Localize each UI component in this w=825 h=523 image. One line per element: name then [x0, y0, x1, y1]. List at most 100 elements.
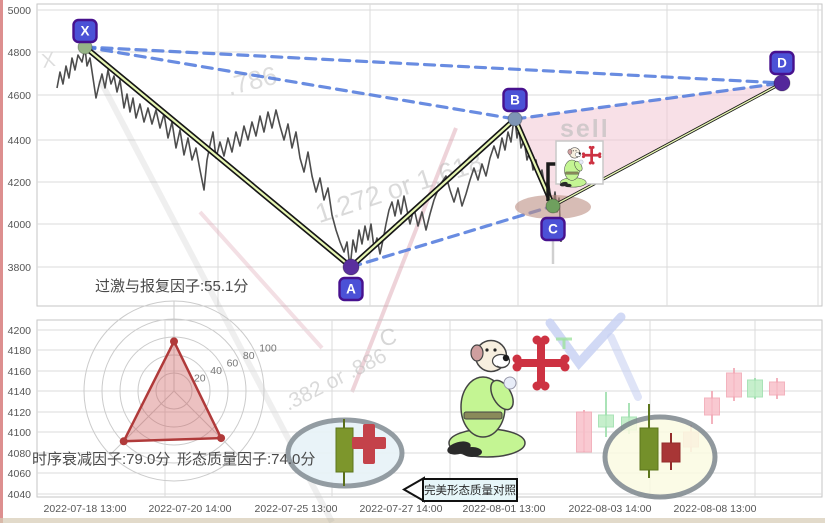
dashed-line-XD [83, 45, 784, 85]
dashed-line-AC [349, 204, 555, 269]
candle [661, 442, 681, 463]
watermark-checkmark-icon [545, 312, 626, 371]
pattern-dot-D [773, 74, 791, 92]
factor-overreaction-text: 过激与报复因子:55.1分 [95, 277, 248, 295]
candle [747, 379, 763, 398]
factor-shape-quality-text: 形态质量因子:74.0分 [177, 451, 315, 468]
factor-time-decay-text: 时序衰减因子:79.0分 [32, 451, 170, 468]
y-tick-label: 4180 [8, 345, 32, 357]
radar-vertex-dot [170, 337, 178, 346]
radar-vertex-dot [217, 434, 226, 443]
pattern-label-B: B [510, 93, 520, 108]
pattern-label-box-X[interactable] [72, 18, 98, 44]
candle [576, 411, 592, 453]
y-tick-label: 4600 [8, 90, 32, 102]
y-tick-label: 4200 [8, 177, 32, 189]
watermark-check-tail [607, 333, 642, 401]
price-line [56, 47, 562, 269]
perfect-pattern-banner[interactable]: 完美形态质量对照 [401, 476, 518, 503]
candle [639, 427, 659, 471]
watermark-x-letter: X [40, 49, 57, 73]
radar-ring-label: 80 [243, 350, 255, 362]
pattern-dot-A [342, 258, 360, 276]
price-series [56, 47, 562, 269]
watermark-c-letter: C [377, 322, 400, 351]
dashed-line-XB [83, 45, 517, 121]
y-tick-label: 4400 [8, 135, 32, 147]
pattern-leg-core-AB [349, 117, 517, 269]
watermark-line-pink [198, 210, 324, 350]
pattern-label-box-C[interactable] [540, 216, 566, 242]
bone-cross-icon [512, 335, 570, 391]
radar-vertex-dot [119, 437, 128, 446]
pattern-legs [82, 44, 784, 270]
y-tick-label: 4160 [8, 366, 32, 378]
main-y-axis: 5000 4800 4600 4400 4200 4000 3800 [8, 5, 32, 274]
radar-ring-label: 40 [210, 365, 222, 377]
dashed-line-BD [513, 81, 784, 121]
pattern-leg-core-CD [552, 82, 783, 207]
ideal-candle-pattern [335, 419, 386, 486]
y-tick-label: 4140 [8, 386, 32, 398]
candle [704, 397, 720, 416]
pattern-label-C: C [548, 222, 558, 237]
pattern-leg-core-XA [83, 45, 353, 269]
y-tick-label: 4080 [8, 448, 32, 460]
radar-ring-label: 60 [227, 357, 239, 369]
harmonic-dashed-lines [83, 45, 784, 269]
pattern-label-box-B[interactable] [502, 87, 528, 113]
banner-text: 完美形态质量对照 [424, 483, 516, 497]
pattern-label-A: A [346, 282, 356, 297]
radar-ring-label: 20 [194, 373, 206, 385]
y-tick-label: 5000 [8, 5, 32, 17]
pattern-label-box-D[interactable] [769, 50, 795, 76]
y-tick-label: 4000 [8, 219, 32, 231]
candle [726, 372, 742, 398]
x-tick-label: 2022-07-25 13:00 [255, 503, 338, 515]
bottom-edge-strip [0, 518, 825, 523]
x-tick-label: 2022-07-27 14:00 [360, 503, 443, 515]
x-tick-label: 2022-07-20 14:00 [149, 503, 232, 515]
candles-dark [639, 404, 681, 478]
watermark-line-red [350, 127, 458, 393]
y-tick-label: 4800 [8, 47, 32, 59]
x-tick-label: 2022-08-01 13:00 [463, 503, 546, 515]
watermark-382-886: .382 or .886 [280, 344, 390, 415]
x-tick-label: 2022-08-03 14:00 [569, 503, 652, 515]
candle [769, 381, 785, 396]
left-edge-strip [0, 0, 3, 523]
pattern-dot-C [545, 198, 561, 214]
tiny-green-marker [556, 337, 572, 349]
watermark-1272-1618: 1.272 or 1.618 [312, 147, 487, 229]
pattern-label-box-A[interactable] [338, 276, 364, 302]
radar-chart: 20 40 60 80 100 [83, 300, 277, 482]
main-plot-border [36, 3, 823, 307]
y-tick-label: 3800 [8, 262, 32, 274]
y-tick-label: 4060 [8, 468, 32, 480]
radar-ring-label: 100 [259, 342, 277, 354]
x-tick-label: 2022-07-18 13:00 [44, 503, 127, 515]
arrow-left-icon [401, 476, 425, 503]
highlight-ellipse-yellow [602, 414, 718, 500]
y-tick-label: 4120 [8, 407, 32, 419]
y-tick-label: 4040 [8, 489, 32, 501]
main-grid [37, 4, 822, 306]
pattern-labels: X A B C D [72, 18, 795, 302]
watermark-sell: sell [560, 115, 610, 143]
y-tick-label: 4100 [8, 427, 32, 439]
pattern-label-D: D [777, 56, 787, 71]
pattern-label-X: X [80, 24, 89, 39]
banner-box [422, 478, 518, 502]
dog-icon [447, 335, 570, 458]
y-tick-label: 4200 [8, 325, 32, 337]
radar-spoke [173, 390, 238, 455]
lower-y-axis: 4200 4180 4160 4140 4120 4100 4080 4060 4040 [8, 325, 32, 501]
pattern-dot-B [507, 111, 523, 127]
pattern-dots [77, 39, 791, 276]
radar-polygon [121, 338, 224, 443]
candle [598, 414, 614, 428]
